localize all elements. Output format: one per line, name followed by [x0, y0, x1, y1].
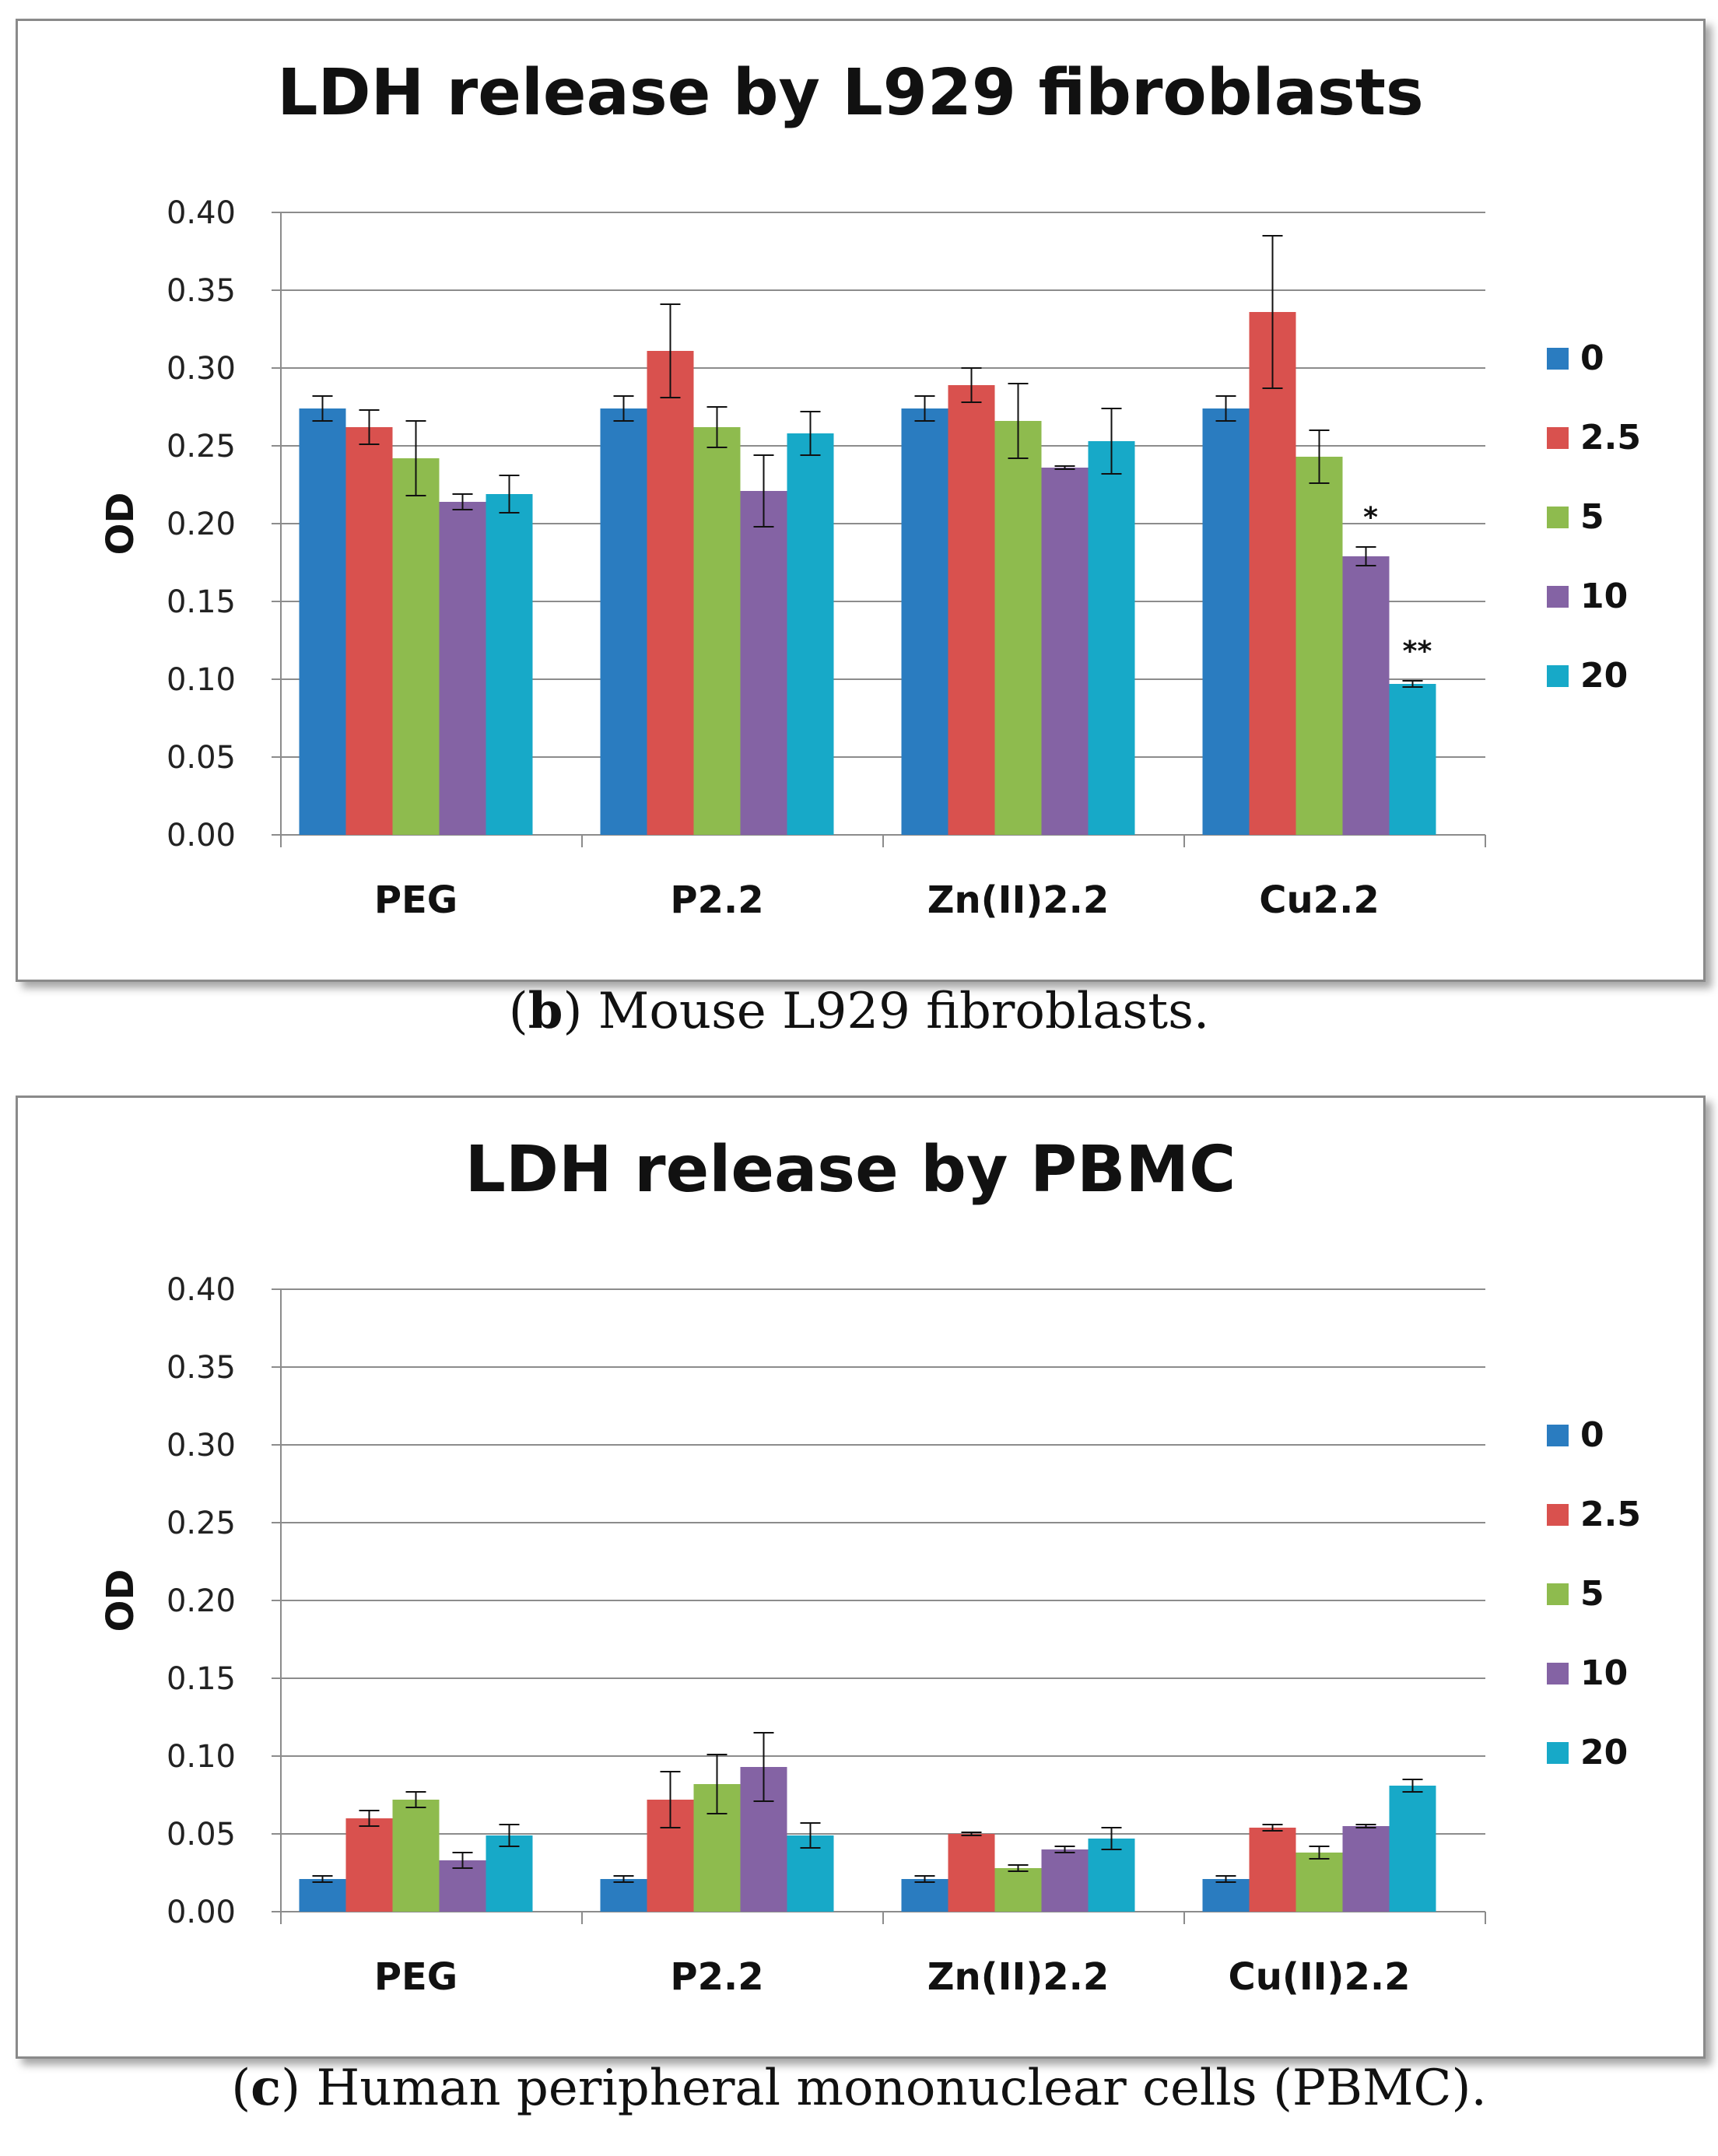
y-tick-label: 0.05: [167, 740, 236, 776]
chart-title: LDH release by L929 fibroblasts: [277, 56, 1423, 130]
chart-panel-b: LDH release by L929 fibroblasts 0.00 0.05 0…: [16, 19, 1706, 982]
legend-label: 10: [1580, 577, 1628, 616]
y-tick-label: 0.15: [167, 584, 236, 620]
bar-0-P2.2: [600, 408, 647, 835]
y-tick-label: 0.25: [167, 1506, 236, 1541]
bar-0-Zn(II)2.2: [901, 408, 948, 835]
bar-0-P2.2: [600, 1879, 647, 1912]
caption-b-letter: b: [528, 982, 563, 1040]
y-tick-label: 0.40: [167, 1272, 236, 1308]
bar-5-Cu2.2: [1296, 457, 1343, 835]
y-axis-title: OD: [99, 1569, 142, 1632]
bar-2.5-Cu2.2: [1249, 312, 1296, 835]
legend-swatch: [1547, 1583, 1569, 1605]
bar-20-PEG: [486, 494, 533, 835]
bar-10-PEG: [439, 502, 486, 835]
category-label: Cu(II)2.2: [1228, 1955, 1410, 1999]
y-tick-label: 0.20: [167, 1583, 236, 1619]
legend-swatch: [1547, 1742, 1569, 1764]
bar-2.5-P2.2: [647, 351, 694, 835]
legend-swatch: [1547, 507, 1569, 528]
y-tick-label: 0.05: [167, 1817, 236, 1853]
category-label: Cu2.2: [1259, 878, 1379, 922]
bar-20-Cu(II)2.2: [1389, 1786, 1436, 1912]
y-tick-label: 0.00: [167, 818, 236, 854]
legend-label: 5: [1580, 497, 1604, 537]
legend-swatch: [1547, 427, 1569, 449]
legend-swatch: [1547, 586, 1569, 608]
legend-swatch: [1547, 1425, 1569, 1446]
caption-c-letter: c: [251, 2059, 282, 2117]
legend-swatch: [1547, 348, 1569, 370]
bar-20-PEG: [486, 1835, 533, 1912]
category-label: Zn(II)2.2: [927, 1955, 1110, 1999]
bar-20-P2.2: [787, 433, 834, 835]
caption-b: (b) Mouse L929 fibroblasts.: [0, 982, 1718, 1040]
y-tick-label: 0.20: [167, 507, 236, 542]
significance-marker: *: [1363, 502, 1378, 534]
bar-2.5-PEG: [345, 427, 393, 835]
caption-c-prefix: (: [231, 2060, 251, 2117]
category-label: Zn(II)2.2: [927, 878, 1110, 922]
chart-title: LDH release by PBMC: [465, 1133, 1236, 1207]
bar-10-Zn(II)2.2: [1041, 468, 1089, 835]
bar-5-Zn(II)2.2: [994, 421, 1042, 835]
bar-2.5-Zn(II)2.2: [948, 385, 995, 835]
legend-label: 2.5: [1580, 418, 1641, 457]
legend-label: 2.5: [1580, 1495, 1641, 1534]
category-label: P2.2: [670, 1955, 763, 1999]
bar-5-PEG: [392, 458, 440, 835]
category-label: P2.2: [670, 878, 763, 922]
bar-0-PEG: [299, 1879, 346, 1912]
y-tick-label: 0.30: [167, 351, 236, 387]
caption-c: (c) Human peripheral mononuclear cells (…: [0, 2059, 1718, 2117]
y-tick-label: 0.35: [167, 273, 236, 309]
bar-0-PEG: [299, 408, 346, 835]
bar-5-Cu(II)2.2: [1296, 1853, 1343, 1912]
chart-panel-c: LDH release by PBMC 0.00 0.05 0.10 0.15 0.20 0…: [16, 1096, 1706, 2059]
bar-10-Cu(II)2.2: [1342, 1826, 1390, 1912]
caption-c-text: ) Human peripheral mononuclear cells (PB…: [281, 2060, 1487, 2117]
bar-0-Zn(II)2.2: [901, 1879, 948, 1912]
y-tick-label: 0.10: [167, 662, 236, 698]
bar-20-Zn(II)2.2: [1088, 441, 1135, 835]
y-tick-label: 0.25: [167, 429, 236, 465]
bar-0-Cu2.2: [1202, 408, 1250, 835]
bar-2.5-Cu(II)2.2: [1249, 1828, 1296, 1912]
legend-label: 5: [1580, 1574, 1604, 1614]
bar-0-Cu(II)2.2: [1202, 1879, 1250, 1912]
y-tick-label: 0.00: [167, 1895, 236, 1930]
legend-label: 20: [1580, 1733, 1628, 1772]
significance-marker: **: [1403, 636, 1432, 668]
legend-label: 0: [1580, 338, 1604, 378]
bar-10-Zn(II)2.2: [1041, 1849, 1089, 1912]
y-tick-label: 0.35: [167, 1350, 236, 1386]
bar-2.5-Zn(II)2.2: [948, 1834, 995, 1912]
legend-swatch: [1547, 665, 1569, 687]
y-tick-label: 0.30: [167, 1428, 236, 1464]
legend-label: 10: [1580, 1653, 1628, 1693]
caption-b-prefix: (: [508, 983, 528, 1040]
bar-20-Zn(II)2.2: [1088, 1839, 1135, 1912]
legend-label: 0: [1580, 1415, 1604, 1455]
bar-5-Zn(II)2.2: [994, 1868, 1042, 1912]
bar-20-Cu2.2: [1389, 684, 1436, 835]
y-tick-label: 0.40: [167, 195, 236, 231]
bar-5-PEG: [392, 1800, 440, 1912]
bar-10-Cu2.2: [1342, 556, 1390, 835]
caption-b-text: ) Mouse L929 fibroblasts.: [563, 983, 1210, 1040]
bar-10-P2.2: [740, 491, 787, 835]
legend-swatch: [1547, 1504, 1569, 1526]
category-label: PEG: [374, 878, 458, 922]
bar-2.5-PEG: [345, 1818, 393, 1912]
y-tick-label: 0.15: [167, 1661, 236, 1697]
bar-5-P2.2: [693, 427, 741, 835]
legend-swatch: [1547, 1663, 1569, 1684]
chart-b: LDH release by L929 fibroblasts 0.00 0.05 0…: [99, 56, 1641, 922]
y-tick-label: 0.10: [167, 1739, 236, 1775]
chart-c: LDH release by PBMC 0.00 0.05 0.10 0.15 0.20 0…: [99, 1133, 1641, 1999]
legend-label: 20: [1580, 656, 1628, 696]
category-label: PEG: [374, 1955, 458, 1999]
y-axis-title: OD: [99, 493, 142, 556]
